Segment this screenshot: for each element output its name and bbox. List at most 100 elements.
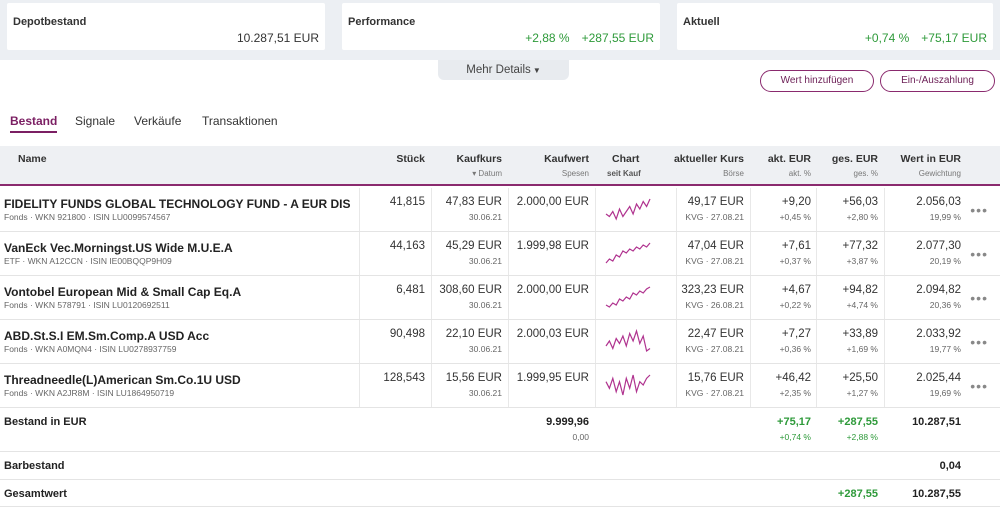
more-dots-icon[interactable]: ••• — [970, 246, 988, 262]
col-akt-sub: akt. % — [788, 169, 811, 178]
holding-stueck: 6,481 — [396, 284, 425, 296]
aktuell-pct: +0,74 % — [864, 31, 910, 45]
col-kurs[interactable]: aktueller Kurs — [673, 153, 744, 165]
sparkline-chart[interactable] — [604, 328, 652, 354]
holding-kaufdatum: 30.06.21 — [468, 388, 502, 398]
holding-kaufdatum: 30.06.21 — [468, 300, 502, 310]
holding-akt-eur: +46,42 — [775, 372, 812, 384]
column-divider — [431, 276, 432, 319]
column-divider — [431, 364, 432, 407]
holding-kaufkurs: 22,10 EUR — [445, 328, 502, 340]
column-divider — [508, 188, 509, 231]
holding-kaufwert: 1.999,98 EUR — [516, 240, 589, 252]
table-row[interactable]: Vontobel European Mid & Small Cap Eq.A Fo… — [0, 276, 1000, 320]
sparkline-chart[interactable] — [604, 196, 652, 222]
col-akt[interactable]: akt. EUR — [767, 153, 811, 165]
table-row[interactable]: Threadneedle(L)American Sm.Co.1U USD Fond… — [0, 364, 1000, 408]
column-divider — [431, 232, 432, 275]
sparkline-chart[interactable] — [604, 240, 652, 266]
column-divider — [750, 364, 751, 407]
col-chart: Chart — [612, 153, 640, 165]
table-row[interactable]: ABD.St.S.I EM.Sm.Comp.A USD Acc Fonds · W… — [0, 320, 1000, 364]
holding-kurs: 22,47 EUR — [687, 328, 744, 340]
more-dots-icon[interactable]: ••• — [970, 290, 988, 306]
tab-bestand[interactable]: Bestand — [10, 114, 58, 133]
holding-kurs: 323,23 EUR — [681, 284, 744, 296]
add-value-button[interactable]: Wert hinzufügen — [760, 70, 874, 92]
mehr-details-toggle[interactable]: Mehr Details ▼ — [438, 60, 569, 80]
holding-wert: 2.033,92 — [916, 328, 961, 340]
card-value: +2,88 % +287,55 EUR — [525, 31, 654, 45]
column-divider — [884, 232, 885, 275]
tab-signale[interactable]: Signale — [75, 114, 116, 128]
holding-boerse: KVG · 27.08.21 — [685, 256, 744, 266]
column-divider — [750, 320, 751, 363]
holding-stueck: 44,163 — [389, 240, 425, 252]
holding-ges-pct: +1,27 % — [846, 388, 878, 398]
column-divider — [816, 364, 817, 407]
holding-name[interactable]: VanEck Vec.Morningst.US Wide M.U.E.A — [4, 241, 233, 255]
holding-wert: 2.094,82 — [916, 284, 961, 296]
table-row[interactable]: VanEck Vec.Morningst.US Wide M.U.E.A ETF … — [0, 232, 1000, 276]
holding-name[interactable]: Vontobel European Mid & Small Cap Eq.A — [4, 285, 242, 299]
more-dots-icon[interactable]: ••• — [970, 202, 988, 218]
gesamtwert-ges-eur: +287,55 — [837, 488, 878, 500]
holding-stueck: 128,543 — [383, 372, 425, 384]
col-ges-sub: ges. % — [853, 169, 878, 178]
column-divider — [676, 364, 677, 407]
holding-name[interactable]: Threadneedle(L)American Sm.Co.1U USD — [4, 373, 241, 387]
holding-name[interactable]: ABD.St.S.I EM.Sm.Comp.A USD Acc — [4, 329, 210, 343]
holding-meta: Fonds · WKN 578791 · ISIN LU0120692511 — [4, 300, 170, 310]
mehr-details-label: Mehr Details — [466, 64, 531, 76]
holding-gewichtung: 19,77 % — [929, 344, 961, 354]
card-aktuell: Aktuell +0,74 % +75,17 EUR — [677, 3, 993, 50]
col-ges[interactable]: ges. EUR — [831, 153, 878, 165]
holding-meta: Fonds · WKN A2JR8M · ISIN LU1864950719 — [4, 388, 175, 398]
holding-kaufwert: 2.000,00 EUR — [516, 196, 589, 208]
column-divider — [816, 232, 817, 275]
col-kurs-sub: Börse — [723, 169, 744, 178]
col-wert-sub: Gewichtung — [918, 169, 961, 178]
tab-verkaeufe[interactable]: Verkäufe — [134, 114, 182, 128]
performance-pct: +2,88 % — [525, 31, 570, 45]
col-name[interactable]: Name — [18, 153, 47, 165]
holding-ges-eur: +77,32 — [842, 240, 879, 252]
holding-kaufwert: 1.999,95 EUR — [516, 372, 589, 384]
holding-akt-pct: +0,37 % — [779, 256, 811, 266]
holding-meta: Fonds · WKN 921800 · ISIN LU0099574567 — [4, 212, 171, 222]
tab-transaktionen[interactable]: Transaktionen — [202, 114, 278, 128]
holding-gewichtung: 20,36 % — [929, 300, 961, 310]
holding-kaufdatum: 30.06.21 — [468, 344, 502, 354]
card-title: Aktuell — [683, 16, 720, 28]
barbestand-label: Barbestand — [4, 460, 65, 472]
holding-name[interactable]: FIDELITY FUNDS GLOBAL TECHNOLOGY FUND - … — [4, 197, 351, 211]
column-divider — [595, 276, 596, 319]
column-divider — [508, 276, 509, 319]
bestand-ges-pct: +2,88 % — [846, 432, 878, 442]
column-divider — [750, 276, 751, 319]
column-divider — [884, 320, 885, 363]
table-row[interactable]: FIDELITY FUNDS GLOBAL TECHNOLOGY FUND - … — [0, 188, 1000, 232]
more-dots-icon[interactable]: ••• — [970, 378, 988, 394]
holding-wert: 2.077,30 — [916, 240, 961, 252]
column-divider — [595, 232, 596, 275]
holding-kurs: 49,17 EUR — [687, 196, 744, 208]
col-kaufkurs-sub[interactable]: ▾ Datum — [472, 169, 502, 178]
holding-ges-pct: +4,74 % — [846, 300, 878, 310]
sparkline-chart[interactable] — [604, 284, 652, 310]
col-kaufkurs[interactable]: Kaufkurs — [456, 153, 502, 165]
col-stueck[interactable]: Stück — [396, 153, 425, 165]
column-divider — [359, 276, 360, 319]
deposit-withdraw-button[interactable]: Ein-/Auszahlung — [880, 70, 995, 92]
column-divider — [884, 276, 885, 319]
col-wert[interactable]: Wert in EUR — [900, 153, 961, 165]
column-divider — [359, 232, 360, 275]
col-kaufwert[interactable]: Kaufwert — [544, 153, 589, 165]
aktuell-abs: +75,17 EUR — [921, 31, 987, 45]
holding-akt-pct: +0,36 % — [779, 344, 811, 354]
more-dots-icon[interactable]: ••• — [970, 334, 988, 350]
holding-kaufkurs: 308,60 EUR — [439, 284, 502, 296]
column-divider — [884, 364, 885, 407]
sparkline-line — [605, 242, 651, 264]
sparkline-chart[interactable] — [604, 372, 652, 398]
